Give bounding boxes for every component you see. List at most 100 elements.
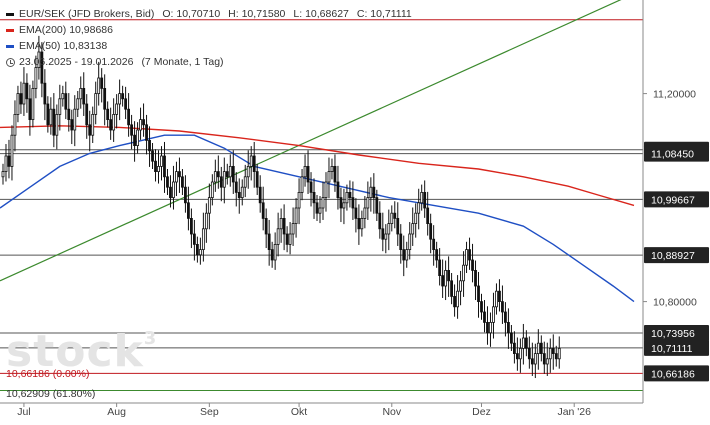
candle-body xyxy=(190,217,193,235)
candle-body xyxy=(521,337,525,349)
level-tag-box xyxy=(644,325,709,342)
candle xyxy=(381,212,385,252)
candle xyxy=(527,336,531,369)
candle xyxy=(515,337,519,371)
candle-body xyxy=(527,347,531,360)
candle-body xyxy=(243,176,247,188)
candle xyxy=(190,208,193,249)
candle-body xyxy=(498,290,501,303)
candle-body xyxy=(489,321,492,334)
candle-body xyxy=(249,155,253,167)
candle xyxy=(438,248,442,286)
candle xyxy=(252,141,256,188)
candle xyxy=(477,271,480,318)
ema50-value: 10,83138 xyxy=(63,40,108,52)
candle-body xyxy=(97,77,101,95)
candle-body xyxy=(67,108,71,120)
level-tag-box xyxy=(644,191,709,208)
candle-body xyxy=(515,353,519,360)
candle-body xyxy=(28,98,32,121)
candle-body xyxy=(76,98,80,110)
candle xyxy=(492,292,495,339)
x-tick-label: Jul xyxy=(17,406,30,418)
candle xyxy=(258,175,262,213)
candle xyxy=(501,285,504,324)
candle xyxy=(31,80,35,128)
candle xyxy=(354,198,358,233)
level-price-tag: 10,66186 xyxy=(644,365,709,382)
candle-body xyxy=(453,295,456,308)
level-price-tag: 10,71111 xyxy=(644,339,709,356)
level-tag-text: 10,99667 xyxy=(651,194,695,206)
candle-body xyxy=(309,181,313,193)
candle-body xyxy=(169,186,172,198)
candle xyxy=(536,329,540,370)
candle-body xyxy=(315,202,319,214)
candle xyxy=(513,331,516,364)
candle xyxy=(456,275,459,319)
candle xyxy=(52,93,56,148)
candle-body xyxy=(450,280,453,297)
candle xyxy=(282,204,286,251)
candle-body xyxy=(420,191,424,204)
candle xyxy=(225,163,229,185)
candle xyxy=(423,180,427,218)
candle xyxy=(291,207,295,246)
candle xyxy=(43,69,47,121)
level-price-tag: 10,73956 xyxy=(644,325,709,342)
candle xyxy=(333,154,337,192)
level-price-tag: 10,99667 xyxy=(644,191,709,208)
candle xyxy=(201,212,205,262)
candle xyxy=(366,181,370,220)
candle-body xyxy=(507,321,510,334)
candle xyxy=(426,191,430,236)
candle xyxy=(178,157,181,193)
candle xyxy=(483,300,486,333)
candle xyxy=(441,259,445,298)
candle-body xyxy=(387,223,391,235)
range-text: 23.06.2025 - 19.01.2026 xyxy=(19,56,134,68)
candle xyxy=(130,114,133,150)
y-tick-label: 11,20000 xyxy=(653,89,696,101)
candle-body xyxy=(438,259,442,277)
candle xyxy=(97,61,101,106)
candle xyxy=(495,283,498,315)
candle-body xyxy=(261,202,265,219)
candle-body xyxy=(184,186,187,204)
candle xyxy=(79,76,83,109)
candle-body xyxy=(246,165,250,178)
candle-body xyxy=(297,191,301,209)
open-value: 10,70710 xyxy=(176,8,221,20)
candle-body xyxy=(459,280,462,292)
candle-body xyxy=(273,243,277,261)
candle-body xyxy=(483,311,486,323)
candle xyxy=(539,335,543,362)
candle xyxy=(315,195,319,221)
candle-body xyxy=(234,181,238,193)
candle-body xyxy=(492,306,495,323)
candle-body xyxy=(198,249,202,256)
candle xyxy=(181,169,184,195)
candle-body xyxy=(354,207,358,219)
candle-body xyxy=(109,119,113,131)
candle xyxy=(507,308,510,349)
candle xyxy=(360,210,364,237)
candle xyxy=(447,256,451,297)
candle-body xyxy=(384,233,388,240)
candle xyxy=(557,336,561,369)
candle xyxy=(378,201,382,239)
candle xyxy=(459,270,462,306)
candle-body xyxy=(157,165,160,172)
candle-body xyxy=(127,108,130,126)
watermark-sup: 3 xyxy=(143,328,158,349)
candle xyxy=(234,172,238,207)
candle xyxy=(195,236,199,263)
candle-body xyxy=(390,212,394,224)
candle-body xyxy=(19,93,23,105)
x-tick-label: Aug xyxy=(107,406,126,418)
candle xyxy=(321,181,325,220)
level-tag-text: 10,71111 xyxy=(651,343,693,355)
candle xyxy=(303,154,307,187)
